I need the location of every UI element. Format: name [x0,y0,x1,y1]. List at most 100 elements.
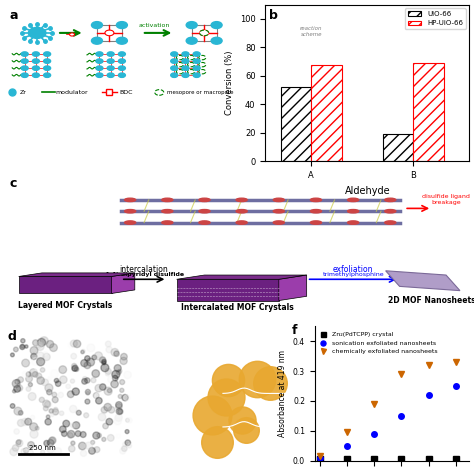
Circle shape [236,210,247,213]
Line: Zn₂(PdTCPP) crystal: Zn₂(PdTCPP) crystal [318,456,458,462]
Circle shape [193,59,200,63]
Point [204,231,211,239]
sonication exfoliated nanosheets [453,383,458,389]
Circle shape [199,70,206,74]
Zn₂(PdTCPP) crystal [317,456,323,462]
Circle shape [105,30,114,36]
Text: Layered MOF Crystals: Layered MOF Crystals [18,301,112,310]
Polygon shape [18,273,135,276]
Zn₂(PdTCPP) crystal [345,456,350,462]
Circle shape [193,73,200,78]
Polygon shape [386,271,460,290]
Bar [311,64,342,161]
sonication exfoliated nanosheets [399,413,404,419]
sonication exfoliated nanosheets [372,431,377,437]
Circle shape [347,198,359,202]
Point [255,38,262,46]
Point [310,247,318,255]
Circle shape [176,55,183,60]
Polygon shape [111,273,135,293]
Text: e: e [163,330,171,343]
Y-axis label: Conversion (%): Conversion (%) [225,51,234,115]
Circle shape [273,198,284,202]
Circle shape [32,52,39,56]
Polygon shape [18,276,111,293]
Text: c: c [9,177,17,190]
Circle shape [211,22,222,29]
Circle shape [385,210,396,213]
Circle shape [200,30,209,36]
Point [284,36,292,44]
Circle shape [188,70,194,74]
Circle shape [385,221,396,224]
chemically exfoliated nanosheets [345,430,350,435]
Legend: UiO-66, HP-UiO-66: UiO-66, HP-UiO-66 [405,8,466,29]
Text: exfoliation: exfoliation [333,265,374,274]
Point [179,125,187,133]
Circle shape [21,59,28,63]
Point [334,82,342,90]
chemically exfoliated nanosheets [399,371,404,377]
Circle shape [273,210,284,213]
Circle shape [96,73,103,78]
Point [337,149,345,156]
Zn₂(PdTCPP) crystal [453,456,458,462]
Text: activation: activation [138,24,170,28]
Text: 250 nm: 250 nm [29,445,56,451]
Legend: Zn₂(PdTCPP) crystal, sonication exfoliated nanosheets, chemically exfoliated nan: Zn₂(PdTCPP) crystal, sonication exfoliat… [318,329,440,357]
Line: sonication exfoliated nanosheets: sonication exfoliated nanosheets [318,383,458,461]
Circle shape [200,30,209,36]
Circle shape [125,210,136,213]
Circle shape [44,52,51,56]
Circle shape [236,198,247,202]
Circle shape [91,37,102,44]
Circle shape [347,221,359,224]
Circle shape [171,59,178,63]
Text: modulator: modulator [56,90,89,95]
X-axis label: Aldehyde: Aldehyde [345,186,390,196]
Text: 2 μm: 2 μm [179,445,197,451]
Circle shape [118,73,126,78]
Circle shape [117,22,128,29]
Circle shape [236,221,247,224]
Text: 4,4'-dipyridyl disulfide: 4,4'-dipyridyl disulfide [105,273,183,277]
Circle shape [44,66,51,70]
Circle shape [32,73,39,78]
Circle shape [21,73,28,78]
Circle shape [211,37,222,44]
Circle shape [176,63,183,67]
Text: a: a [10,9,18,23]
Point [452,231,460,239]
Point [365,96,373,103]
Circle shape [182,73,189,78]
Text: disulfide ligand
breakage: disulfide ligand breakage [422,194,470,205]
Circle shape [107,52,114,56]
Circle shape [125,221,136,224]
Bar [383,134,413,161]
Circle shape [32,59,39,63]
Circle shape [21,66,28,70]
Text: mesopore or macropore: mesopore or macropore [167,90,233,95]
Circle shape [125,198,136,202]
Point [252,240,260,248]
Circle shape [176,70,183,74]
Circle shape [310,210,321,213]
Circle shape [171,73,178,78]
Circle shape [310,221,321,224]
Text: 0.96 nm: 0.96 nm [291,383,313,388]
Circle shape [96,59,103,63]
Circle shape [171,66,178,70]
Point [265,313,273,321]
Circle shape [162,198,173,202]
Bar [413,63,444,161]
Circle shape [32,66,39,70]
Circle shape [188,63,194,67]
Circle shape [117,37,128,44]
Text: trimethylphosphine: trimethylphosphine [322,273,384,277]
Point [304,319,312,327]
Circle shape [273,221,284,224]
Point [466,37,474,45]
Circle shape [199,198,210,202]
Circle shape [162,221,173,224]
Circle shape [28,27,46,39]
